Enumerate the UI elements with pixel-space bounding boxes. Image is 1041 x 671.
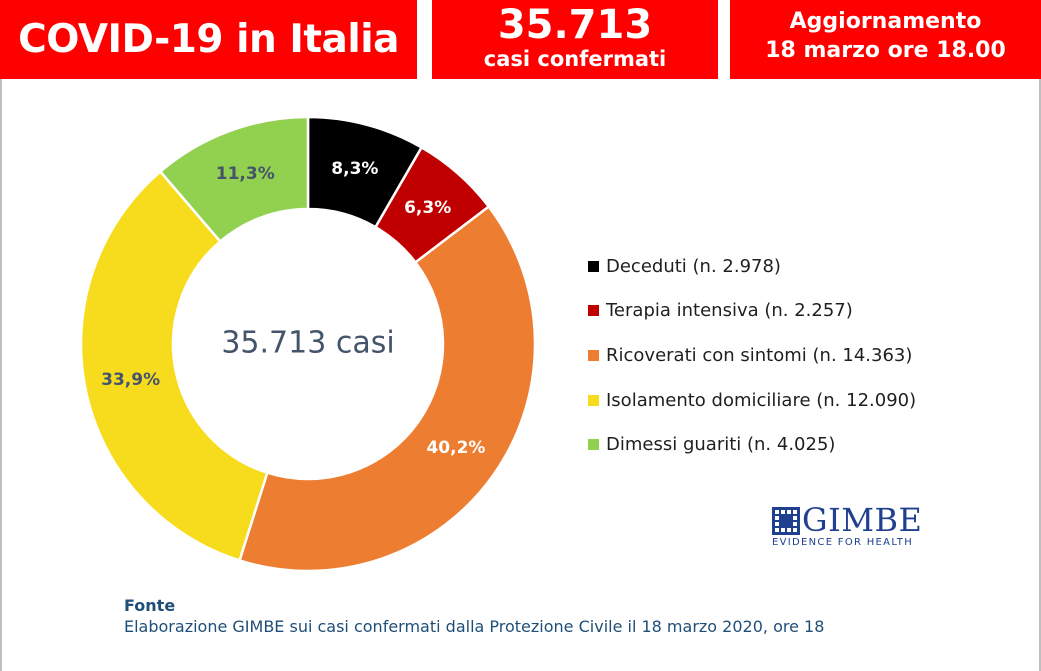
legend-swatch [588, 394, 599, 406]
legend-item: Dimessi guariti (n. 4.025) [588, 422, 916, 467]
slice-percent-label: 6,3% [404, 198, 451, 218]
slice-percent-label: 40,2% [426, 438, 485, 458]
source-note: Fonte Elaborazione GIMBE sui casi confer… [124, 596, 824, 638]
slice-percent-label: 33,9% [101, 370, 160, 390]
legend-item: Isolamento domiciliare (n. 12.090) [588, 378, 916, 423]
update-label: Aggiornamento [789, 9, 982, 34]
legend-label: Dimessi guariti (n. 4.025) [606, 434, 836, 456]
legend-label: Ricoverati con sintomi (n. 14.363) [606, 344, 913, 366]
legend-swatch [588, 439, 599, 451]
source-text: Elaborazione GIMBE sui casi confermati d… [124, 617, 825, 636]
cases-banner: 35.713 casi confermati [432, 0, 718, 79]
legend-label: Deceduti (n. 2.978) [606, 255, 781, 277]
gimbe-logo-mark-icon [772, 507, 800, 535]
legend-item: Deceduti (n. 2.978) [588, 244, 916, 289]
legend-swatch [588, 305, 599, 317]
donut-slice [237, 204, 537, 573]
source-title: Fonte [124, 596, 176, 615]
donut-slice [158, 115, 310, 244]
donut-slice [79, 169, 269, 562]
legend-swatch [588, 349, 599, 361]
legend-swatch [588, 260, 599, 272]
cases-number: 35.713 [497, 2, 653, 48]
cases-label: casi confermati [483, 47, 667, 71]
title-banner: COVID-19 in Italia [0, 0, 417, 79]
donut-slices [79, 115, 537, 573]
page-title: COVID-19 in Italia [18, 17, 399, 62]
chart-legend: Deceduti (n. 2.978) Terapia intensiva (n.… [588, 244, 916, 467]
legend-label: Terapia intensiva (n. 2.257) [606, 300, 853, 322]
legend-item: Terapia intensiva (n. 2.257) [588, 289, 916, 334]
legend-label: Isolamento domiciliare (n. 12.090) [606, 389, 917, 411]
donut-slice-labels: 8,3% 6,3% 40,2% 33,9% 11,3% [101, 159, 485, 458]
update-banner: Aggiornamento 18 marzo ore 18.00 [730, 0, 1041, 79]
center-label: 35.713 casi [221, 326, 394, 361]
gimbe-logo-tagline: EVIDENCE FOR HEALTH [772, 537, 914, 548]
legend-item: Ricoverati con sintomi (n. 14.363) [588, 333, 916, 378]
gimbe-logo-text: GIMBE [802, 501, 923, 539]
update-date: 18 marzo ore 18.00 [765, 38, 1006, 63]
gimbe-logo: GIMBE EVIDENCE FOR HEALTH [772, 501, 922, 550]
slice-percent-label: 8,3% [331, 159, 378, 179]
slice-percent-label: 11,3% [216, 164, 275, 184]
